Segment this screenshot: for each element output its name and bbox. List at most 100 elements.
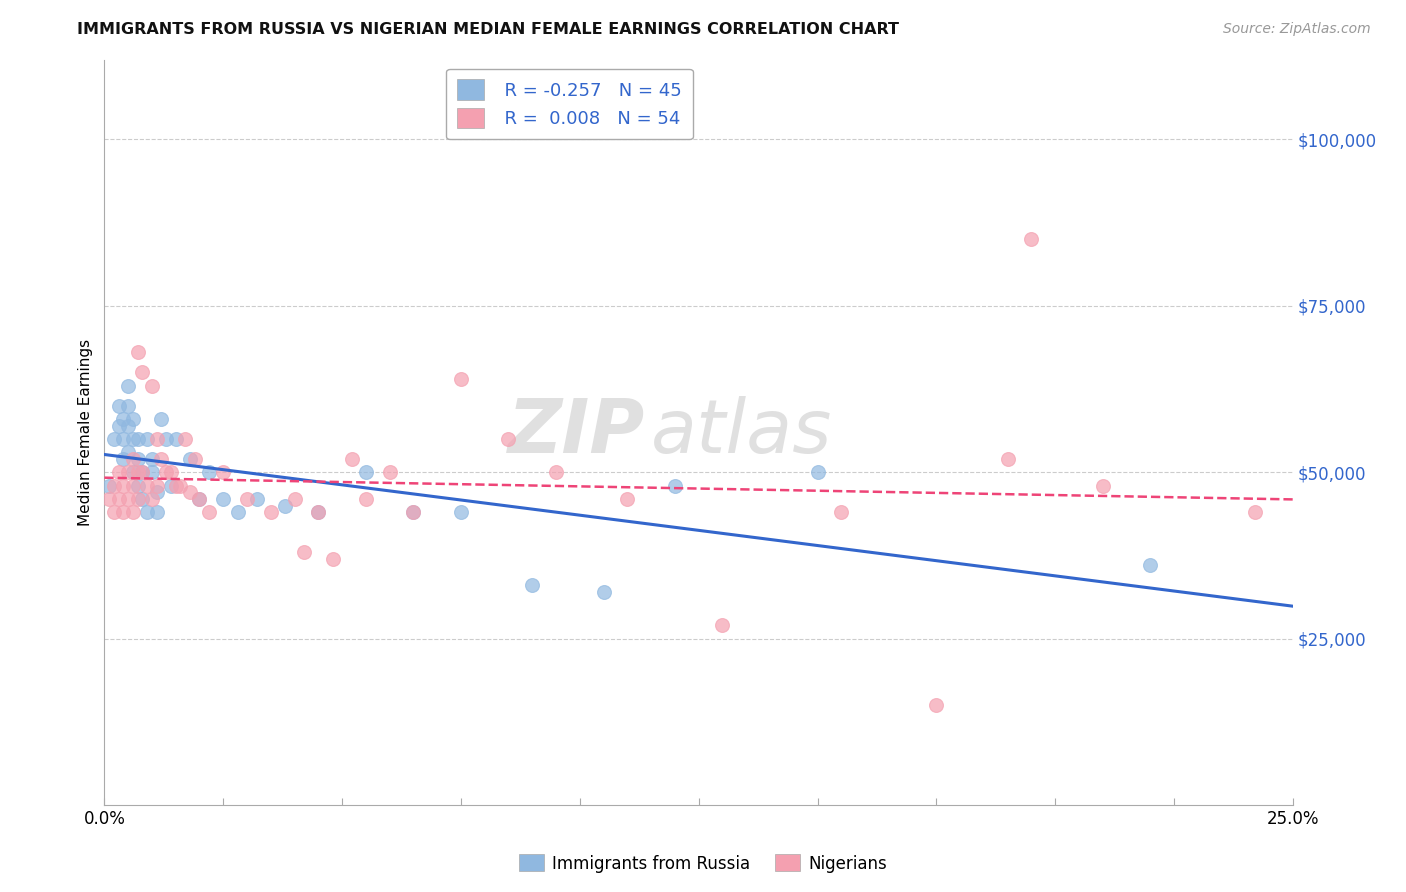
- Point: [245, 491, 267, 506]
- Point: [522, 578, 544, 592]
- Point: [131, 465, 153, 479]
- Point: [188, 491, 211, 506]
- Point: [122, 478, 145, 492]
- Point: [354, 491, 377, 506]
- Point: [127, 452, 149, 467]
- Point: [307, 505, 329, 519]
- Point: [145, 485, 167, 500]
- Point: [127, 478, 149, 492]
- Point: [664, 478, 686, 492]
- Point: [117, 491, 139, 506]
- Point: [103, 505, 125, 519]
- Point: [402, 505, 425, 519]
- Point: [165, 478, 187, 492]
- Point: [450, 372, 472, 386]
- Point: [236, 491, 259, 506]
- Point: [141, 491, 163, 506]
- Point: [498, 432, 520, 446]
- Point: [260, 505, 283, 519]
- Point: [160, 465, 183, 479]
- Point: [155, 465, 177, 479]
- Point: [212, 465, 235, 479]
- Point: [141, 465, 163, 479]
- Y-axis label: Median Female Earnings: Median Female Earnings: [79, 339, 93, 526]
- Point: [112, 432, 135, 446]
- Legend: Immigrants from Russia, Nigerians: Immigrants from Russia, Nigerians: [512, 847, 894, 880]
- Point: [174, 432, 197, 446]
- Point: [103, 432, 125, 446]
- Point: [283, 491, 305, 506]
- Point: [127, 491, 149, 506]
- Point: [136, 478, 159, 492]
- Point: [340, 452, 363, 467]
- Text: IMMIGRANTS FROM RUSSIA VS NIGERIAN MEDIAN FEMALE EARNINGS CORRELATION CHART: IMMIGRANTS FROM RUSSIA VS NIGERIAN MEDIA…: [77, 22, 900, 37]
- Point: [925, 698, 948, 713]
- Point: [544, 465, 567, 479]
- Text: ZIP: ZIP: [508, 396, 645, 469]
- Point: [145, 505, 167, 519]
- Point: [117, 378, 139, 392]
- Point: [112, 412, 135, 426]
- Point: [136, 432, 159, 446]
- Point: [711, 618, 734, 632]
- Point: [145, 432, 167, 446]
- Point: [806, 465, 828, 479]
- Point: [150, 452, 173, 467]
- Point: [274, 499, 297, 513]
- Point: [160, 478, 183, 492]
- Point: [122, 432, 145, 446]
- Point: [169, 478, 191, 492]
- Point: [997, 452, 1019, 467]
- Point: [1244, 505, 1267, 519]
- Point: [98, 491, 121, 506]
- Point: [1021, 232, 1043, 246]
- Point: [112, 452, 135, 467]
- Legend:   R = -0.257   N = 45,   R =  0.008   N = 54: R = -0.257 N = 45, R = 0.008 N = 54: [446, 69, 693, 139]
- Text: Source: ZipAtlas.com: Source: ZipAtlas.com: [1223, 22, 1371, 37]
- Point: [1091, 478, 1114, 492]
- Point: [117, 445, 139, 459]
- Point: [122, 505, 145, 519]
- Point: [145, 478, 167, 492]
- Point: [131, 491, 153, 506]
- Point: [592, 585, 614, 599]
- Point: [322, 551, 344, 566]
- Point: [122, 452, 145, 467]
- Point: [127, 432, 149, 446]
- Point: [188, 491, 211, 506]
- Point: [112, 505, 135, 519]
- Point: [117, 399, 139, 413]
- Point: [179, 485, 201, 500]
- Point: [378, 465, 401, 479]
- Point: [107, 465, 129, 479]
- Point: [179, 452, 201, 467]
- Point: [131, 366, 153, 380]
- Point: [1139, 558, 1161, 573]
- Point: [198, 465, 221, 479]
- Point: [165, 432, 187, 446]
- Point: [107, 418, 129, 433]
- Point: [307, 505, 329, 519]
- Point: [830, 505, 852, 519]
- Point: [112, 478, 135, 492]
- Point: [122, 412, 145, 426]
- Point: [212, 491, 235, 506]
- Point: [402, 505, 425, 519]
- Point: [450, 505, 472, 519]
- Point: [131, 465, 153, 479]
- Point: [354, 465, 377, 479]
- Point: [117, 465, 139, 479]
- Text: atlas: atlas: [651, 396, 832, 468]
- Point: [141, 378, 163, 392]
- Point: [136, 505, 159, 519]
- Point: [122, 465, 145, 479]
- Point: [198, 505, 221, 519]
- Point: [107, 399, 129, 413]
- Point: [292, 545, 315, 559]
- Point: [117, 418, 139, 433]
- Point: [183, 452, 205, 467]
- Point: [226, 505, 249, 519]
- Point: [150, 412, 173, 426]
- Point: [127, 465, 149, 479]
- Point: [127, 345, 149, 359]
